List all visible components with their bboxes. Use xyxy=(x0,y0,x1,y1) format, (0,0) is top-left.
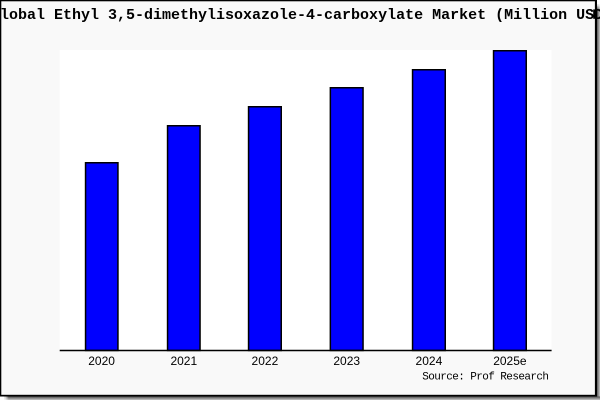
svg-text:2021: 2021 xyxy=(170,354,197,368)
svg-text:Global Ethyl 3,5-dimethylisoxa: Global Ethyl 3,5-dimethylisoxazole-4-car… xyxy=(0,7,600,24)
svg-text:2023: 2023 xyxy=(333,354,360,368)
svg-text:2024: 2024 xyxy=(416,354,443,368)
svg-text:2022: 2022 xyxy=(252,354,279,368)
svg-text:2025e: 2025e xyxy=(493,354,527,368)
svg-text:Source: Prof Research: Source: Prof Research xyxy=(422,371,548,383)
svg-text:2020: 2020 xyxy=(88,354,115,368)
